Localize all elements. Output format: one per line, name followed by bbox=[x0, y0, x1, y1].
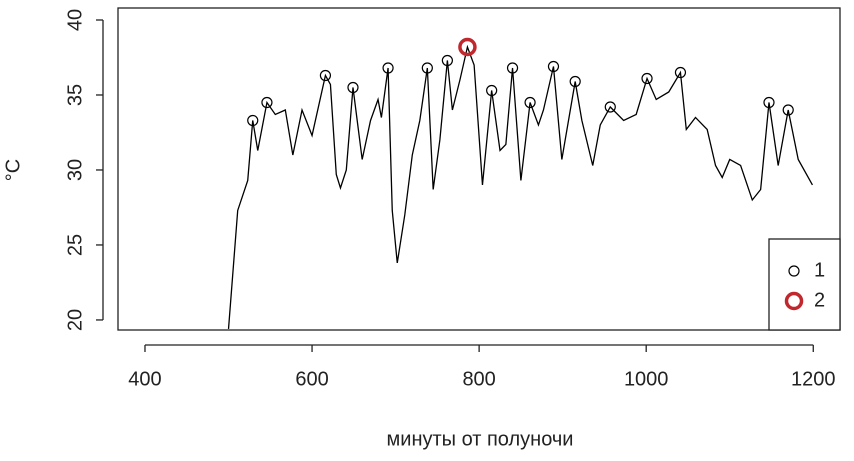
y-tick-label: 20 bbox=[64, 309, 86, 331]
x-tick-label: 1000 bbox=[624, 368, 669, 390]
peak-marker bbox=[247, 114, 259, 127]
x-tick-label: 800 bbox=[462, 368, 495, 390]
peak-marker bbox=[547, 60, 560, 73]
x-tick-label: 600 bbox=[295, 368, 328, 390]
y-tick-label: 35 bbox=[64, 84, 86, 106]
legend-marker bbox=[788, 265, 800, 277]
y-axis-label: °C bbox=[2, 159, 24, 181]
peak-marker bbox=[486, 84, 498, 97]
y-tick-label: 30 bbox=[64, 159, 86, 181]
x-axis-label: минуты от полуночи bbox=[387, 428, 574, 450]
peak-marker bbox=[524, 96, 536, 109]
peak-marker bbox=[261, 96, 273, 109]
peak-marker bbox=[569, 75, 581, 88]
y-tick-label: 25 bbox=[64, 234, 86, 256]
peak-marker bbox=[604, 101, 616, 113]
peak-marker bbox=[347, 81, 359, 94]
peak-marker bbox=[763, 96, 775, 109]
peak-marker bbox=[441, 54, 453, 67]
legend-marker bbox=[784, 291, 804, 311]
y-tick-label: 40 bbox=[64, 9, 86, 31]
peak-marker bbox=[782, 104, 794, 116]
peak-marker bbox=[458, 37, 477, 57]
x-tick-label: 1200 bbox=[791, 368, 836, 390]
peak-marker bbox=[382, 62, 394, 74]
legend-label: 2 bbox=[814, 289, 825, 311]
legend-label: 1 bbox=[814, 259, 825, 281]
x-tick-label: 400 bbox=[128, 368, 161, 390]
temperature-line bbox=[227, 44, 814, 330]
plot-box bbox=[117, 7, 841, 331]
peak-marker bbox=[674, 66, 687, 79]
legend-box bbox=[768, 238, 841, 331]
plot-area bbox=[227, 44, 814, 330]
peak-marker bbox=[641, 72, 653, 85]
peak-marker bbox=[506, 62, 519, 74]
peak-marker bbox=[319, 69, 332, 82]
peak-marker bbox=[421, 62, 433, 74]
